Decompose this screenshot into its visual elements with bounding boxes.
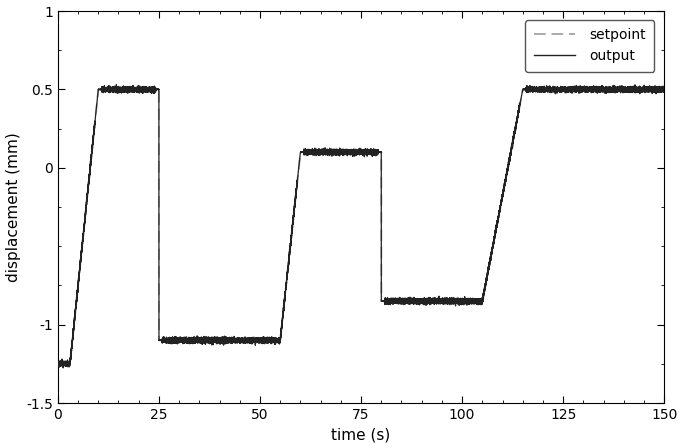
Line: setpoint: setpoint bbox=[58, 90, 665, 364]
X-axis label: time (s): time (s) bbox=[331, 427, 391, 443]
setpoint bbox=[579, 87, 587, 92]
output bbox=[59, 365, 67, 370]
setpoint bbox=[54, 361, 62, 366]
setpoint bbox=[94, 87, 102, 92]
setpoint bbox=[73, 292, 81, 297]
output bbox=[54, 361, 62, 366]
Line: output: output bbox=[58, 85, 665, 368]
output bbox=[112, 82, 120, 87]
output bbox=[579, 86, 587, 91]
Legend: setpoint, output: setpoint, output bbox=[525, 20, 654, 72]
output bbox=[120, 88, 128, 93]
output bbox=[199, 340, 208, 345]
setpoint bbox=[199, 338, 208, 343]
output bbox=[73, 291, 81, 296]
output bbox=[660, 87, 669, 92]
setpoint bbox=[186, 338, 195, 343]
output bbox=[374, 150, 382, 155]
Y-axis label: displacement (mm): displacement (mm) bbox=[5, 132, 20, 282]
setpoint bbox=[120, 87, 128, 92]
setpoint bbox=[374, 150, 382, 155]
setpoint bbox=[660, 87, 669, 92]
output bbox=[186, 338, 195, 343]
